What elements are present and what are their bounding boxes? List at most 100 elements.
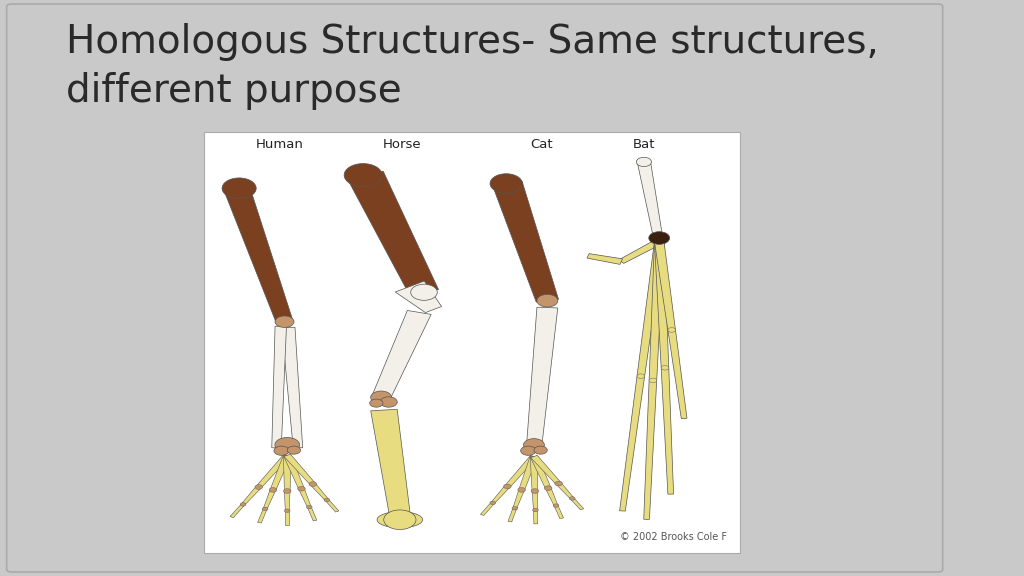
- Circle shape: [309, 482, 316, 486]
- Polygon shape: [284, 454, 315, 485]
- Circle shape: [649, 232, 670, 244]
- Text: Horse: Horse: [383, 138, 422, 151]
- Polygon shape: [587, 253, 623, 264]
- Circle shape: [325, 498, 330, 502]
- Text: Cat: Cat: [530, 138, 553, 151]
- Text: © 2002 Brooks Cole F: © 2002 Brooks Cole F: [621, 532, 727, 543]
- Circle shape: [545, 486, 552, 490]
- Polygon shape: [532, 491, 538, 510]
- Ellipse shape: [377, 511, 423, 528]
- Polygon shape: [282, 327, 303, 448]
- Circle shape: [344, 164, 382, 187]
- Polygon shape: [299, 488, 311, 507]
- Polygon shape: [554, 505, 563, 518]
- Circle shape: [306, 505, 312, 509]
- Circle shape: [269, 487, 276, 492]
- Polygon shape: [534, 510, 538, 524]
- Circle shape: [489, 501, 496, 505]
- FancyBboxPatch shape: [6, 4, 943, 572]
- Polygon shape: [668, 329, 687, 419]
- Polygon shape: [505, 456, 538, 487]
- Circle shape: [518, 487, 525, 492]
- Polygon shape: [530, 456, 538, 491]
- Polygon shape: [618, 239, 663, 263]
- Circle shape: [569, 497, 575, 500]
- Polygon shape: [307, 507, 316, 521]
- Polygon shape: [526, 307, 558, 448]
- Circle shape: [285, 509, 290, 513]
- Circle shape: [380, 397, 397, 407]
- Polygon shape: [530, 456, 551, 488]
- Circle shape: [537, 294, 558, 307]
- Polygon shape: [284, 455, 291, 491]
- Circle shape: [274, 438, 300, 453]
- Circle shape: [520, 446, 536, 455]
- Polygon shape: [508, 508, 517, 522]
- Polygon shape: [637, 241, 664, 376]
- Polygon shape: [284, 454, 304, 489]
- Polygon shape: [263, 490, 275, 509]
- Polygon shape: [493, 181, 558, 302]
- Circle shape: [288, 446, 300, 454]
- Circle shape: [636, 157, 651, 166]
- Circle shape: [668, 328, 676, 332]
- Circle shape: [384, 510, 416, 529]
- Polygon shape: [644, 380, 656, 520]
- Circle shape: [555, 481, 562, 486]
- Polygon shape: [546, 488, 558, 506]
- Polygon shape: [513, 490, 524, 509]
- Polygon shape: [372, 310, 431, 399]
- Text: Bat: Bat: [633, 138, 655, 151]
- Circle shape: [255, 484, 262, 490]
- Circle shape: [637, 374, 645, 378]
- Circle shape: [370, 399, 383, 407]
- Polygon shape: [371, 410, 411, 516]
- Polygon shape: [347, 171, 438, 295]
- Circle shape: [532, 508, 539, 511]
- Circle shape: [275, 316, 294, 327]
- Polygon shape: [395, 281, 441, 313]
- Circle shape: [411, 284, 437, 300]
- Polygon shape: [530, 456, 561, 484]
- Polygon shape: [230, 504, 245, 518]
- Polygon shape: [270, 455, 291, 490]
- Circle shape: [222, 178, 256, 199]
- Circle shape: [531, 488, 539, 493]
- Circle shape: [298, 486, 305, 491]
- Circle shape: [504, 484, 511, 488]
- Polygon shape: [637, 161, 663, 234]
- Circle shape: [512, 506, 518, 510]
- Circle shape: [284, 488, 291, 493]
- Polygon shape: [480, 502, 495, 516]
- Circle shape: [662, 366, 669, 370]
- Polygon shape: [556, 483, 573, 499]
- Polygon shape: [570, 498, 584, 510]
- Text: Homologous Structures- Same structures,
different purpose: Homologous Structures- Same structures, …: [67, 23, 880, 109]
- Polygon shape: [285, 491, 290, 511]
- Polygon shape: [662, 367, 674, 494]
- Polygon shape: [654, 241, 669, 368]
- Polygon shape: [258, 509, 267, 523]
- Circle shape: [553, 504, 559, 507]
- Circle shape: [534, 446, 547, 454]
- Polygon shape: [310, 483, 329, 501]
- Polygon shape: [286, 511, 289, 525]
- Polygon shape: [654, 241, 676, 330]
- Polygon shape: [271, 326, 287, 448]
- Circle shape: [241, 503, 246, 506]
- Polygon shape: [256, 454, 291, 488]
- Polygon shape: [519, 456, 538, 490]
- Polygon shape: [223, 185, 293, 323]
- Text: Human: Human: [255, 138, 303, 151]
- Circle shape: [274, 446, 289, 455]
- Polygon shape: [242, 486, 261, 505]
- Circle shape: [490, 174, 522, 194]
- Polygon shape: [649, 241, 664, 381]
- Circle shape: [649, 378, 656, 382]
- Circle shape: [371, 391, 391, 404]
- Circle shape: [262, 507, 268, 510]
- Polygon shape: [326, 499, 339, 512]
- Polygon shape: [492, 486, 510, 503]
- Polygon shape: [620, 376, 645, 511]
- FancyBboxPatch shape: [204, 132, 740, 553]
